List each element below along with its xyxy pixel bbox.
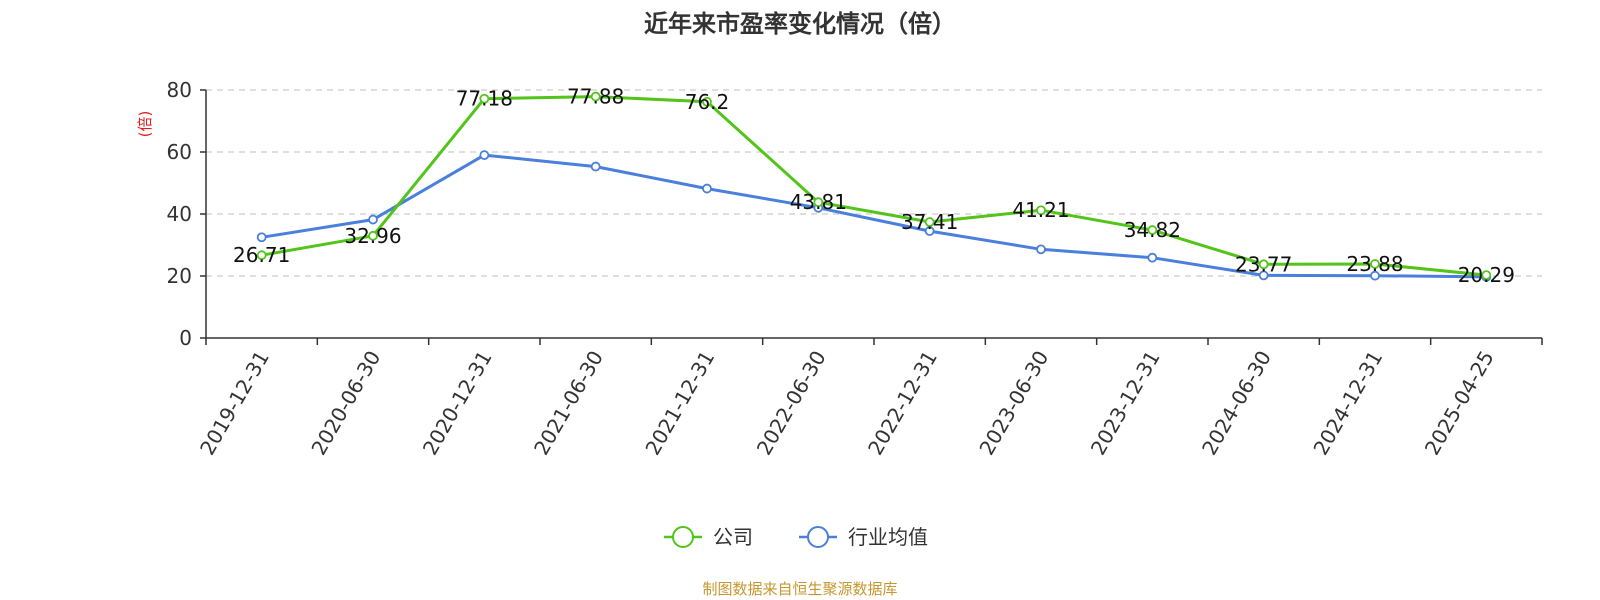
- y-tick-label: 80: [167, 78, 192, 102]
- data-point[interactable]: [813, 197, 824, 208]
- data-point[interactable]: [1481, 270, 1492, 281]
- data-point[interactable]: [1258, 270, 1269, 281]
- data-label: 26.71: [233, 243, 290, 267]
- data-point[interactable]: [1370, 259, 1380, 269]
- data-point[interactable]: [479, 93, 490, 104]
- axes: 0 20 40 60 80 2019-12-31 2020-06-30 2020-12-31 2…: [167, 78, 1543, 460]
- data-label: 43.81: [790, 190, 847, 214]
- x-tick-label: 2022-06-30: [752, 347, 831, 460]
- y-axis-label: (倍): [136, 111, 154, 138]
- data-point[interactable]: [702, 183, 712, 194]
- data-point[interactable]: [256, 232, 267, 243]
- x-tick-label: 2024-06-30: [1197, 347, 1276, 460]
- data-point[interactable]: [1370, 270, 1380, 281]
- legend-marker-icon: [672, 526, 694, 548]
- x-tick-label: 2025-04-25: [1420, 347, 1499, 460]
- data-label: 32.96: [344, 224, 401, 248]
- data-point[interactable]: [702, 96, 712, 107]
- legend: 公司 行业均值: [664, 525, 928, 549]
- data-labels: 26.71 32.96 77.18 77.88 76.2 43.81 37.41 41.21 3…: [233, 85, 1515, 288]
- data-point[interactable]: [1036, 205, 1046, 216]
- data-point[interactable]: [1036, 244, 1046, 255]
- x-tick-label: 2023-12-31: [1086, 347, 1165, 460]
- y-tick-label: 60: [167, 140, 192, 164]
- data-point[interactable]: [590, 91, 601, 102]
- legend-marker-icon: [807, 526, 829, 548]
- data-point[interactable]: [1147, 225, 1158, 235]
- series-line-1: [261, 153, 1487, 279]
- legend-item-1[interactable]: 行业均值: [799, 525, 928, 549]
- data-label: 23.88: [1346, 252, 1403, 276]
- y-tick-label: 0: [179, 326, 192, 350]
- data-point[interactable]: [924, 217, 935, 227]
- data-point[interactable]: [1258, 259, 1269, 270]
- y-tick-label: 20: [167, 264, 192, 288]
- x-tick-label: 2021-12-31: [640, 347, 719, 460]
- gridlines: [206, 89, 1542, 277]
- data-point[interactable]: [590, 161, 601, 172]
- x-tick-label: 2024-12-31: [1308, 347, 1387, 460]
- data-point[interactable]: [368, 214, 378, 225]
- data-point[interactable]: [368, 230, 378, 241]
- chart-title: 近年来市盈率变化情况（倍）: [644, 10, 956, 38]
- data-label: 41.21: [1012, 198, 1069, 222]
- series-layer: [256, 91, 1492, 282]
- data-label: 37.41: [901, 210, 958, 234]
- data-point[interactable]: [479, 150, 490, 161]
- x-tick-label: 2023-06-30: [974, 347, 1053, 460]
- legend-label: 公司: [713, 525, 753, 549]
- data-point[interactable]: [1147, 252, 1158, 263]
- data-point[interactable]: [256, 250, 267, 261]
- legend-item-0[interactable]: 公司: [664, 525, 753, 549]
- source-note: 制图数据来自恒生聚源数据库: [702, 580, 897, 598]
- x-tick-label: 2022-12-31: [863, 347, 942, 460]
- data-label: 20.29: [1458, 263, 1515, 287]
- x-tick-label: 2020-06-30: [306, 347, 385, 460]
- series-line-0: [261, 95, 1487, 277]
- legend-label: 行业均值: [848, 525, 928, 549]
- data-label: 23.77: [1235, 252, 1292, 276]
- data-label: 77.88: [567, 85, 624, 109]
- x-tick-label: 2021-06-30: [529, 347, 608, 460]
- data-point[interactable]: [924, 226, 935, 236]
- x-tick-label: 2019-12-31: [195, 347, 274, 460]
- x-tick-label: 2020-12-31: [418, 347, 497, 460]
- data-label: 77.18: [456, 87, 513, 111]
- y-tick-label: 40: [167, 202, 192, 226]
- data-label: 34.82: [1124, 218, 1181, 242]
- data-label: 76.2: [685, 90, 730, 114]
